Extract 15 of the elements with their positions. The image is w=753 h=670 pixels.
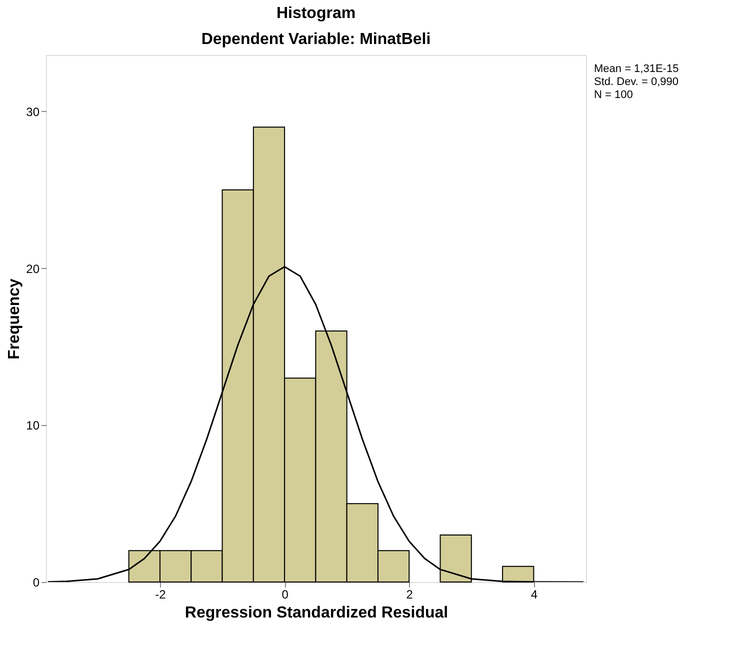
y-axis-title: Frequency [6,278,24,360]
x-tick-label: 2 [406,588,414,602]
text: Mean = 1,31E-15 [594,63,679,75]
x-tick-label: -2 [155,588,166,602]
x-tick-label: 4 [530,588,538,602]
x-tick-label: 0 [282,588,289,602]
x-axis-title: Regression Standardized Residual [184,604,448,622]
y-tick-label: 20 [26,262,40,276]
chart-subtitle: Dependent Variable: MinatBeli [201,31,431,48]
y-tick-label: 30 [26,104,40,119]
text: N = 100 [594,89,633,101]
text: Std. Dev. = 0,990 [594,76,678,88]
chart-title: Histogram [276,5,356,22]
y-tick-label: 10 [26,418,40,433]
y-tick-label: 0 [32,576,40,590]
